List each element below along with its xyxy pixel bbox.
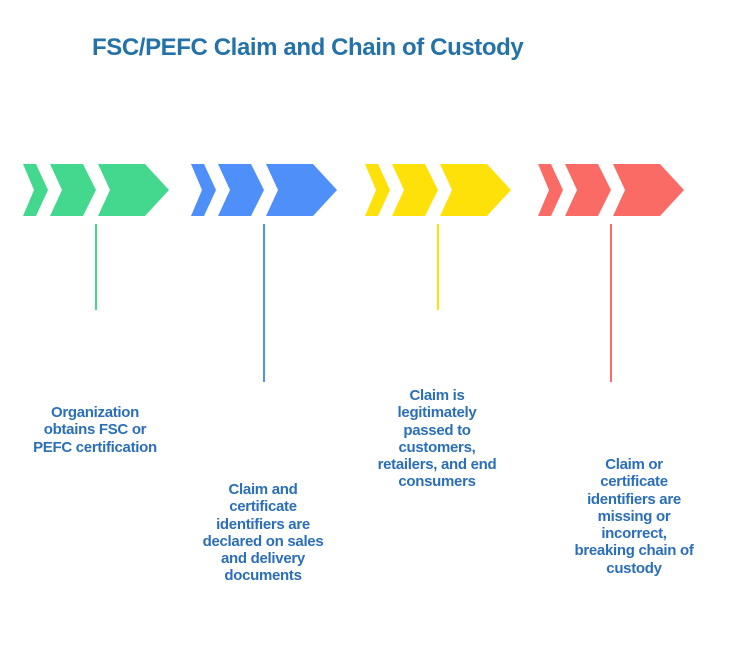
chevron-fill-group	[538, 164, 684, 216]
chevron-fill-group	[365, 164, 511, 216]
chevron-fill-group	[191, 164, 337, 216]
connector-line	[95, 224, 97, 310]
connector-line	[437, 224, 439, 310]
chevron-fill-group	[23, 164, 169, 216]
triple-chevron-arrow-icon	[538, 164, 684, 216]
triple-chevron-arrow-icon	[191, 164, 337, 216]
stage-label: Claim or certificate identifiers are mis…	[574, 456, 694, 577]
stage-label: Claim and certificate identifiers are de…	[202, 481, 324, 585]
triple-chevron-arrow-icon	[23, 164, 169, 216]
diagram-title: FSC/PEFC Claim and Chain of Custody	[92, 34, 524, 61]
connector-line	[610, 224, 612, 382]
triple-chevron-arrow-icon	[365, 164, 511, 216]
stage-label: Claim is legitimately passed to customer…	[377, 387, 497, 491]
stage-label: Organization obtains FSC or PEFC certifi…	[33, 404, 157, 456]
connector-line	[263, 224, 265, 382]
